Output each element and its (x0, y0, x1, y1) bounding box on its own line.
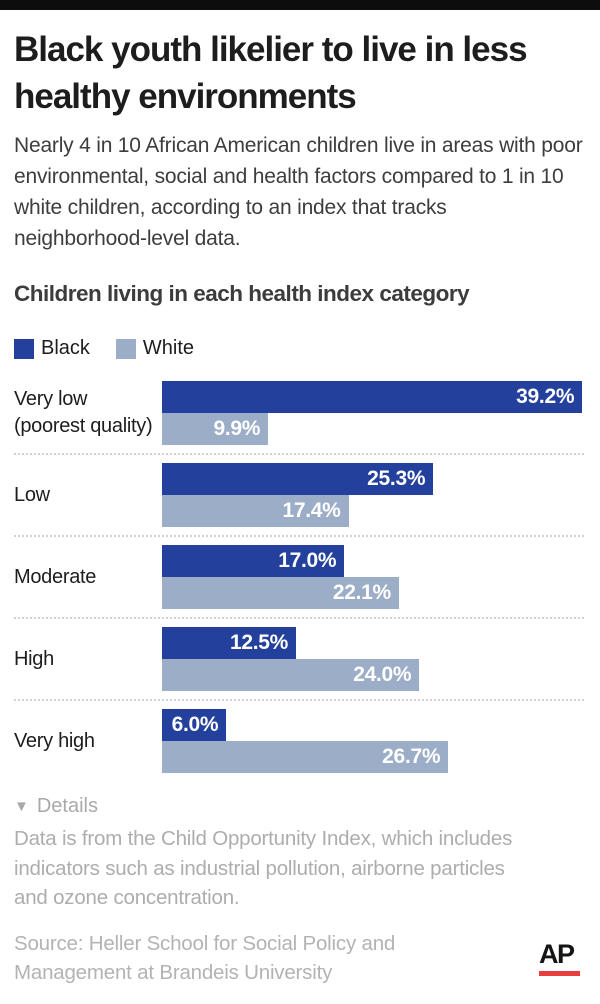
category-label: Very low (poorest quality) (14, 386, 162, 440)
bar-black: 12.5% (162, 627, 296, 659)
subtitle-text: Nearly 4 in 10 African American children… (14, 134, 583, 250)
category-label: Low (14, 482, 162, 509)
chart-row-high: High 12.5% 24.0% (14, 619, 584, 701)
category-label: High (14, 646, 162, 673)
bar-group: 12.5% 24.0% (162, 627, 584, 691)
bar-white: 9.9% (162, 413, 269, 445)
category-label-line1: Very low (14, 388, 88, 410)
bar-group: 17.0% 22.1% (162, 545, 584, 609)
chart-legend: Black White (14, 337, 584, 360)
legend-label-black: Black (41, 337, 90, 359)
triangle-down-icon: ▼ (14, 798, 29, 815)
ap-logo-text: AP (539, 939, 575, 969)
bar-white: 22.1% (162, 577, 399, 609)
category-label-line1: Low (14, 483, 50, 506)
legend-item-black: Black (14, 337, 90, 360)
bar-group: 39.2% 9.9% (162, 381, 584, 445)
details-text: Data is from the Child Opportunity Index… (14, 827, 513, 909)
chart-row-very-low: Very low (poorest quality) 39.2% 9.9% (14, 373, 584, 455)
top-black-bar (0, 0, 600, 10)
chart-heading: Children living in each health index cat… (14, 281, 470, 306)
bar-chart: Very low (poorest quality) 39.2% 9.9% Lo… (14, 373, 584, 781)
bar-black: 17.0% (162, 545, 345, 577)
bar-white: 17.4% (162, 495, 349, 527)
bar-white: 24.0% (162, 659, 420, 691)
chart-row-moderate: Moderate 17.0% 22.1% (14, 537, 584, 619)
details-toggle-label: Details (36, 795, 98, 817)
bar-group: 25.3% 17.4% (162, 463, 584, 527)
legend-item-white: White (115, 337, 195, 360)
legend-swatch-white (115, 338, 136, 359)
category-label-line1: Very high (14, 729, 95, 752)
bar-white: 26.7% (162, 741, 449, 773)
bar-black: 39.2% (162, 381, 583, 413)
category-label-line2: (poorest quality) (14, 415, 153, 437)
footer: Source: Heller School for Social Policy … (14, 929, 584, 988)
legend-label-white: White (142, 337, 195, 359)
details-toggle[interactable]: ▼ Details (14, 795, 584, 818)
details-section: ▼ Details Data is from the Child Opportu… (14, 795, 584, 913)
chart-row-very-high: Very high 6.0% 26.7% (14, 701, 584, 781)
source-text: Source: Heller School for Social Policy … (14, 931, 396, 985)
bar-black: 6.0% (162, 709, 227, 741)
category-label: Moderate (14, 564, 162, 591)
category-label-line1: High (14, 647, 54, 670)
category-label-line1: Moderate (14, 565, 97, 588)
legend-swatch-black (14, 338, 34, 359)
category-label: Very high (14, 728, 162, 755)
bar-black: 25.3% (162, 463, 434, 495)
chart-row-low: Low 25.3% 17.4% (14, 455, 584, 537)
page-title: Black youth likelier to live in less hea… (14, 30, 528, 116)
ap-logo: AP (539, 940, 580, 976)
bar-group: 6.0% 26.7% (162, 709, 584, 773)
ap-logo-underline (539, 971, 580, 976)
graphic-body: Black youth likelier to live in less hea… (0, 26, 600, 988)
